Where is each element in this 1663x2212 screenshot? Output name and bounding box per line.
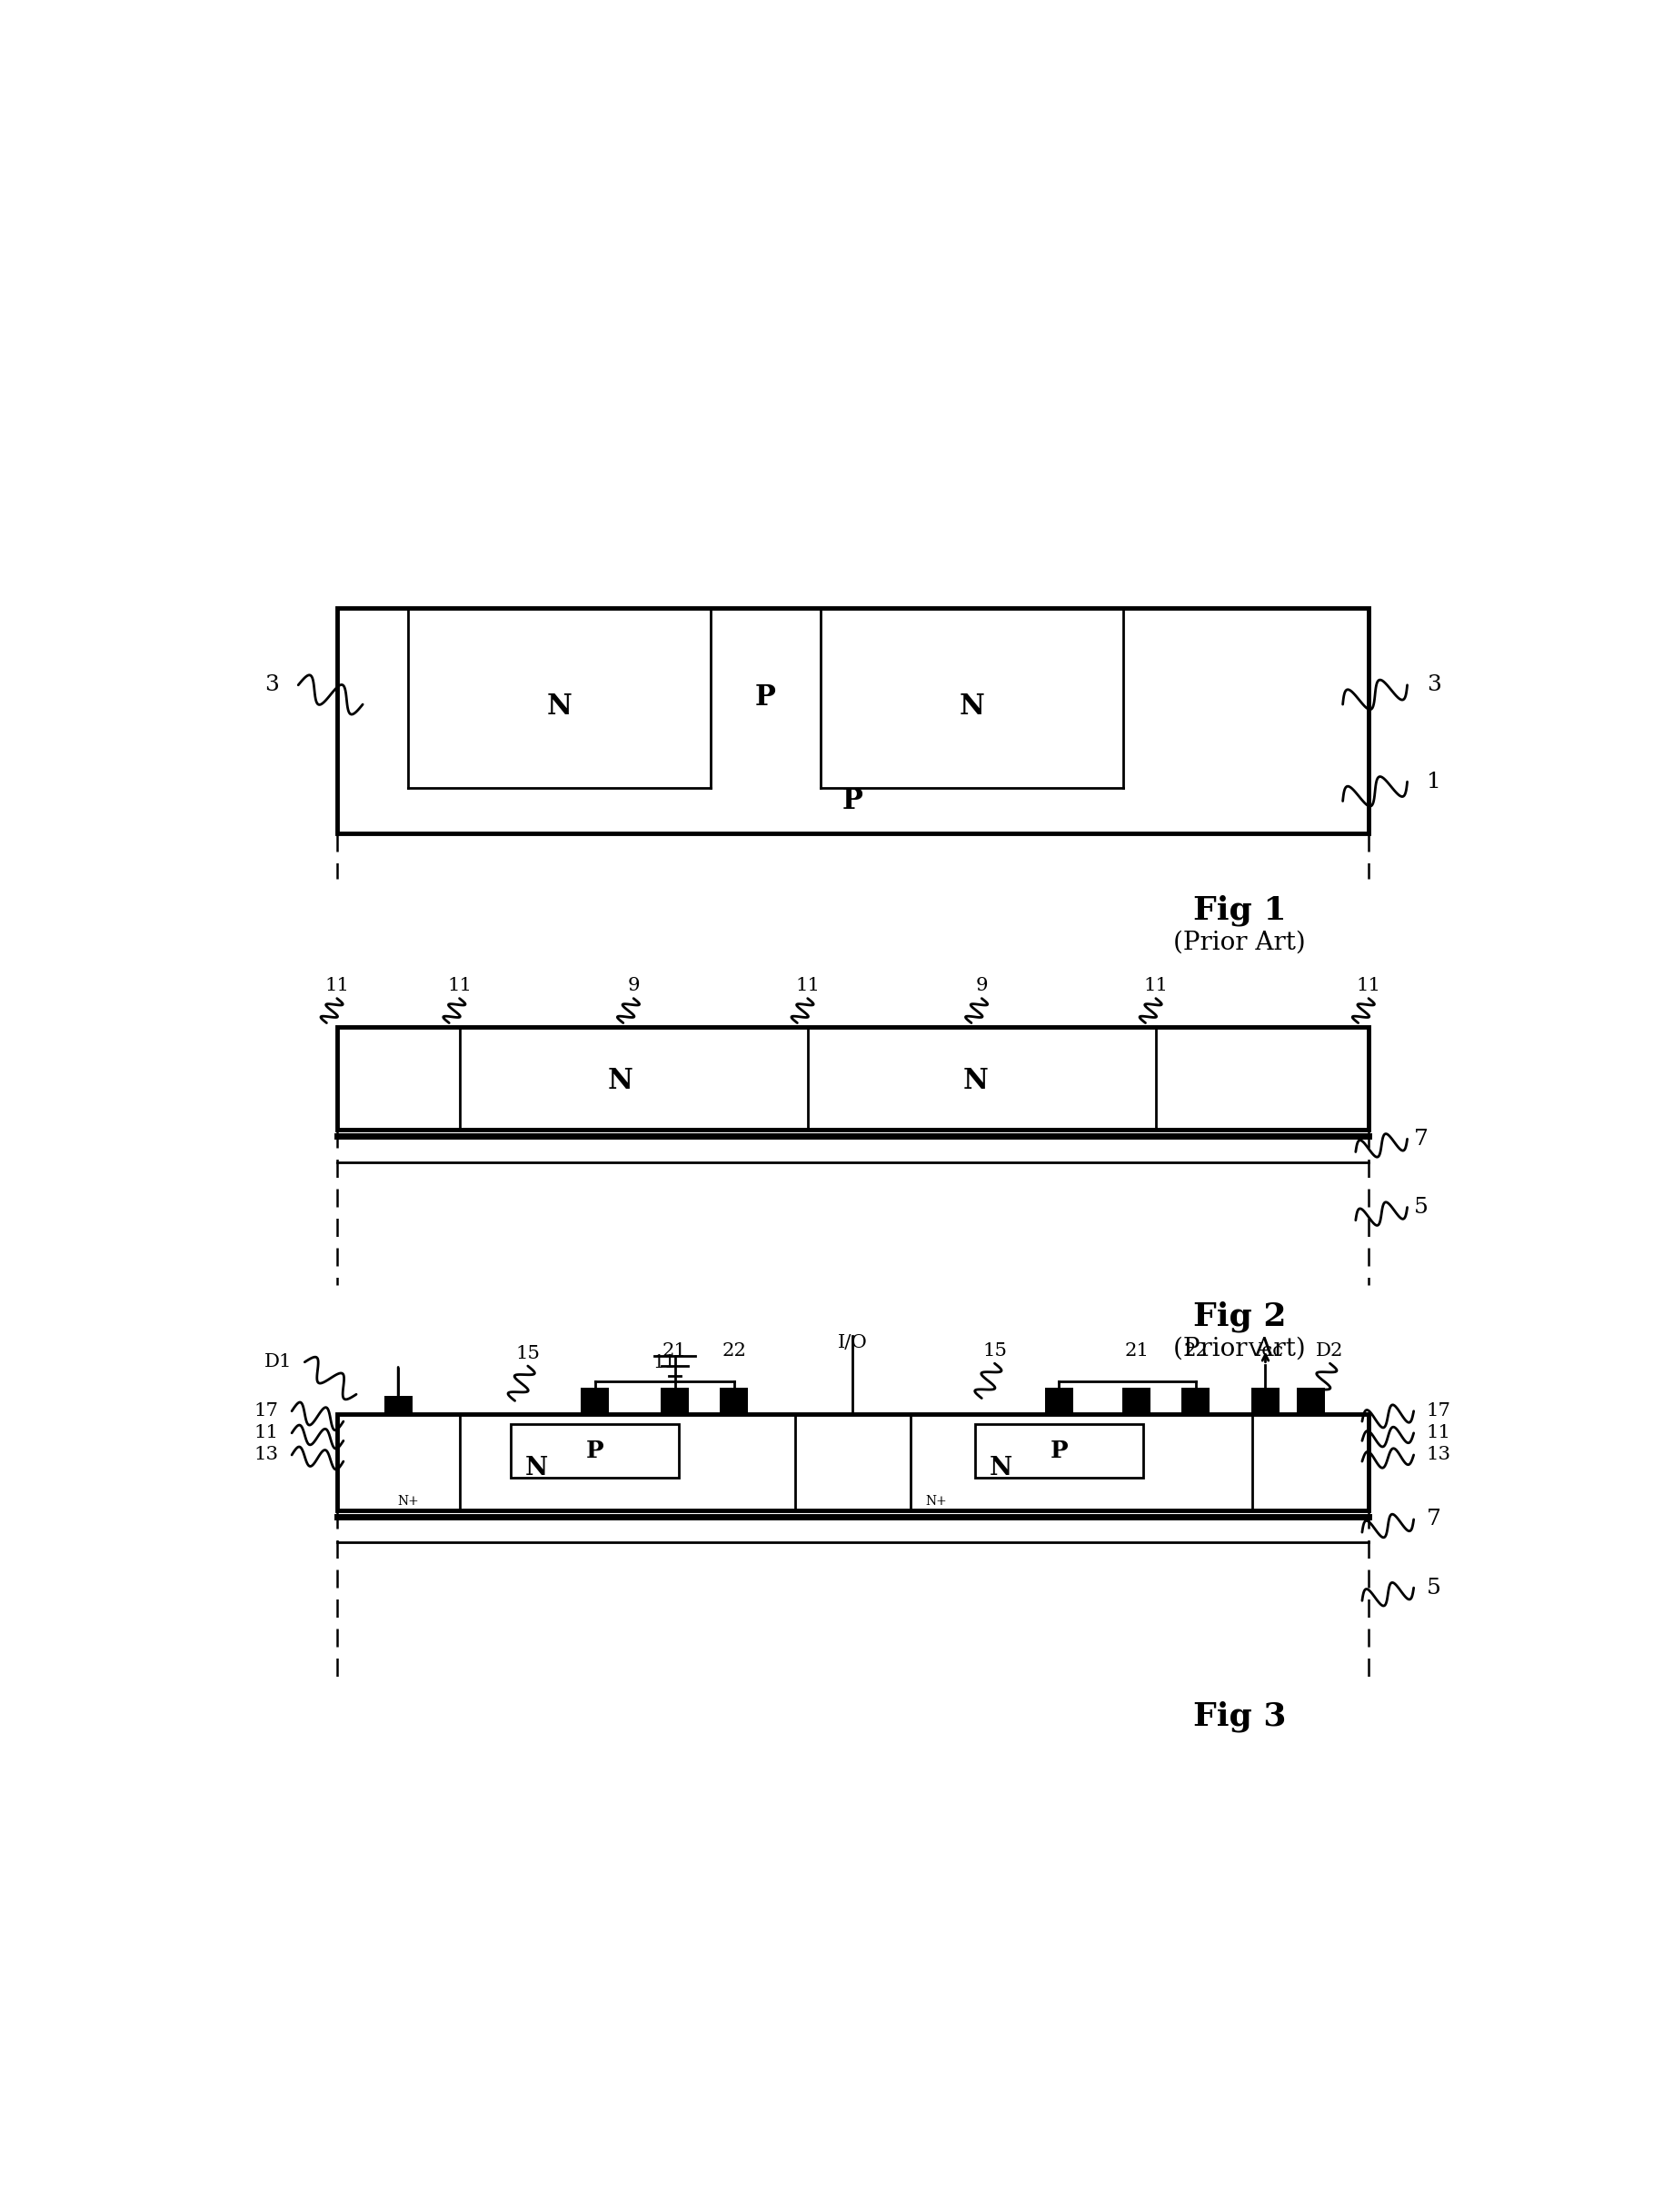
Text: 22: 22 — [722, 1343, 747, 1360]
Text: N: N — [526, 1455, 549, 1480]
Text: N: N — [547, 692, 572, 721]
Bar — [1181, 1387, 1209, 1413]
Text: 3: 3 — [264, 675, 279, 695]
Text: 21: 21 — [662, 1343, 687, 1360]
Text: 11: 11 — [795, 978, 820, 995]
Text: 5: 5 — [1414, 1197, 1427, 1219]
Text: N: N — [963, 1066, 988, 1095]
Bar — [1121, 1387, 1151, 1413]
Text: P: P — [1049, 1440, 1068, 1462]
Text: (Prior Art): (Prior Art) — [1172, 1336, 1305, 1360]
Bar — [384, 1396, 412, 1413]
Text: 11: 11 — [1142, 978, 1167, 995]
Text: 11: 11 — [1355, 978, 1380, 995]
Text: 1: 1 — [1425, 772, 1440, 792]
Text: 9: 9 — [975, 978, 988, 995]
Text: P: P — [755, 684, 775, 712]
Text: Fig 2: Fig 2 — [1192, 1301, 1285, 1332]
Bar — [660, 1387, 688, 1413]
Text: 7: 7 — [1425, 1509, 1440, 1531]
Text: 9: 9 — [627, 978, 639, 995]
Text: 11: 11 — [254, 1425, 279, 1442]
Text: N: N — [960, 692, 984, 721]
Text: 13: 13 — [254, 1447, 279, 1464]
Text: N+: N+ — [397, 1495, 419, 1509]
Bar — [336, 608, 1367, 834]
Text: 22: 22 — [1182, 1343, 1207, 1360]
Text: P: P — [585, 1440, 604, 1462]
Text: I/O: I/O — [838, 1334, 866, 1352]
Text: 17: 17 — [254, 1402, 279, 1420]
Bar — [336, 1026, 1367, 1130]
Text: D1: D1 — [264, 1354, 291, 1371]
Text: Vcc: Vcc — [1247, 1343, 1282, 1360]
Text: P: P — [841, 787, 863, 816]
Bar — [336, 1413, 1367, 1511]
Bar — [580, 1387, 609, 1413]
Text: 15: 15 — [981, 1343, 1006, 1360]
Text: Fig 3: Fig 3 — [1192, 1701, 1285, 1732]
Bar — [975, 1425, 1142, 1478]
Text: N: N — [989, 1455, 1013, 1480]
Text: Fig 1: Fig 1 — [1192, 896, 1285, 927]
Text: N: N — [607, 1066, 634, 1095]
Text: 7: 7 — [1414, 1128, 1427, 1150]
Text: 11: 11 — [447, 978, 471, 995]
Bar — [1295, 1387, 1324, 1413]
Bar — [720, 1387, 748, 1413]
Bar — [511, 1425, 679, 1478]
Text: (Prior Art): (Prior Art) — [1172, 931, 1305, 956]
Text: 17: 17 — [1425, 1402, 1450, 1420]
Text: D2: D2 — [1315, 1343, 1344, 1360]
Text: 13: 13 — [1425, 1447, 1450, 1464]
Text: 3: 3 — [1425, 675, 1440, 695]
Bar — [1251, 1387, 1279, 1413]
Text: 15: 15 — [516, 1345, 540, 1363]
Text: 11: 11 — [652, 1354, 675, 1371]
Text: 21: 21 — [1124, 1343, 1147, 1360]
Bar — [1044, 1387, 1073, 1413]
Text: 11: 11 — [1425, 1425, 1450, 1442]
Text: N+: N+ — [925, 1495, 946, 1509]
Text: 11: 11 — [324, 978, 349, 995]
Text: 5: 5 — [1425, 1577, 1440, 1599]
